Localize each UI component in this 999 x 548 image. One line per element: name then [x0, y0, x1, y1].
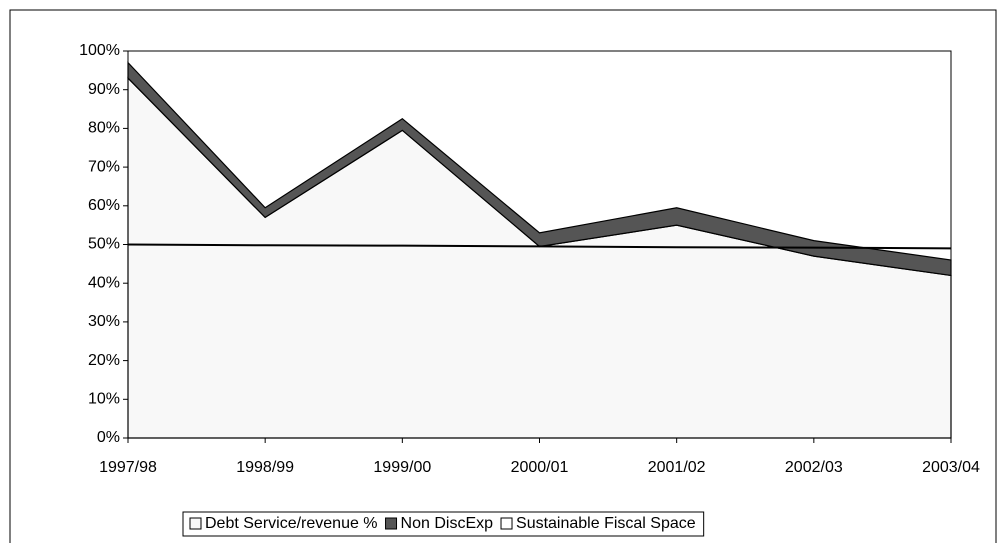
x-tick-label: 2002/03	[785, 459, 843, 476]
y-tick-label: 20%	[88, 352, 120, 369]
legend-swatch	[385, 517, 398, 530]
y-tick-label: 70%	[88, 158, 120, 175]
y-tick-label: 10%	[88, 391, 120, 408]
legend-label: Sustainable Fiscal Space	[516, 515, 696, 532]
y-tick-label: 50%	[88, 236, 120, 253]
legend	[182, 511, 705, 537]
y-tick-label: 60%	[88, 197, 120, 214]
area	[127, 61, 952, 277]
x-tick-label: 2003/04	[922, 459, 980, 476]
y-tick-label: 80%	[88, 120, 120, 137]
x-tick-label: 2001/02	[648, 459, 706, 476]
y-tick-label: 30%	[88, 313, 120, 330]
legend-swatch	[189, 517, 202, 530]
legend-label: Debt Service/revenue %	[205, 515, 378, 532]
y-tick-label: 0%	[97, 429, 120, 446]
y-tick-label: 40%	[88, 274, 120, 291]
line	[127, 243, 952, 250]
x-tick-label: 1999/00	[373, 459, 431, 476]
x-tick-label: 2000/01	[511, 459, 569, 476]
legend-label: Non DiscExp	[401, 515, 494, 532]
x-tick-label: 1998/99	[236, 459, 294, 476]
y-tick-label: 100%	[79, 42, 120, 59]
legend-swatch	[500, 517, 513, 530]
y-tick-label: 90%	[88, 81, 120, 98]
x-tick-label: 1997/98	[99, 459, 157, 476]
